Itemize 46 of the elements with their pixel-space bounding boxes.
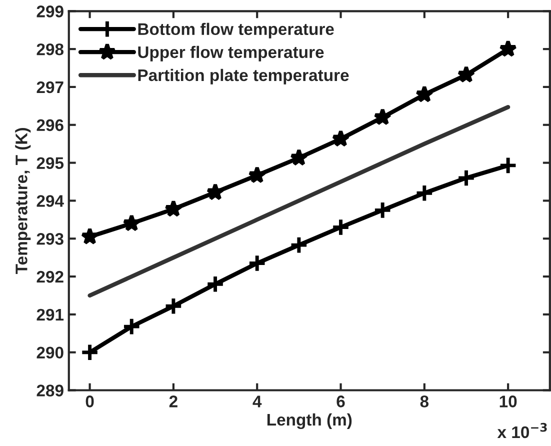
point bbox=[498, 156, 518, 175]
point bbox=[415, 85, 434, 102]
legend-label: Bottom flow temperature bbox=[138, 22, 334, 38]
legend-label: Partition plate temperature bbox=[138, 68, 349, 84]
y-tick-label: 292 bbox=[36, 270, 64, 283]
x-tick-label: 8 bbox=[420, 396, 429, 408]
point bbox=[248, 166, 266, 184]
point bbox=[122, 214, 141, 232]
point bbox=[164, 296, 183, 316]
y-tick-label: 290 bbox=[36, 346, 64, 359]
y-tick-label: 296 bbox=[36, 119, 64, 132]
line-series bbox=[88, 104, 510, 298]
x-tick-label: 10 bbox=[500, 396, 517, 408]
point bbox=[456, 168, 476, 188]
y-tick-label: 294 bbox=[36, 195, 64, 207]
point bbox=[457, 65, 476, 83]
y-tick-label: 293 bbox=[36, 233, 64, 245]
point bbox=[206, 274, 225, 294]
legend-label: Upper flow temperature bbox=[138, 46, 324, 62]
point bbox=[331, 218, 350, 237]
text: x 10$^{−3}$ bbox=[497, 422, 547, 438]
point bbox=[206, 182, 224, 200]
x-tick-label: 6 bbox=[336, 396, 345, 408]
point bbox=[373, 200, 392, 220]
y-tick-label: 297 bbox=[36, 81, 64, 94]
x-tick-label: 0 bbox=[86, 396, 94, 408]
x-tick-label: 4 bbox=[252, 396, 262, 408]
x-axis-title: Length (m) bbox=[267, 413, 352, 430]
x-tick-label: 2 bbox=[169, 396, 178, 408]
point bbox=[122, 317, 141, 336]
y-tick-label: 291 bbox=[36, 308, 64, 321]
point bbox=[499, 40, 518, 57]
point bbox=[80, 342, 100, 362]
y-tick-label: 289 bbox=[36, 384, 64, 396]
point bbox=[164, 200, 182, 217]
point bbox=[290, 148, 308, 166]
y-tick-label: 299 bbox=[36, 6, 64, 18]
point bbox=[415, 184, 434, 202]
point bbox=[80, 227, 99, 245]
y-tick-label: 295 bbox=[36, 157, 64, 169]
point bbox=[248, 254, 266, 273]
y-axis-title: Temperature, T (K) bbox=[15, 128, 31, 274]
point bbox=[374, 108, 392, 126]
point bbox=[332, 130, 350, 147]
y-tick-label: 298 bbox=[36, 43, 64, 56]
point bbox=[290, 236, 308, 254]
